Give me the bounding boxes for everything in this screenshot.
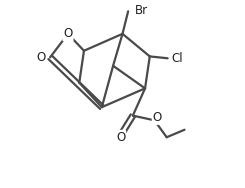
Text: Cl: Cl <box>171 52 183 65</box>
Text: O: O <box>153 111 162 124</box>
Text: Br: Br <box>135 4 148 17</box>
Text: O: O <box>36 51 45 64</box>
Text: O: O <box>63 27 73 40</box>
Text: O: O <box>116 131 125 144</box>
